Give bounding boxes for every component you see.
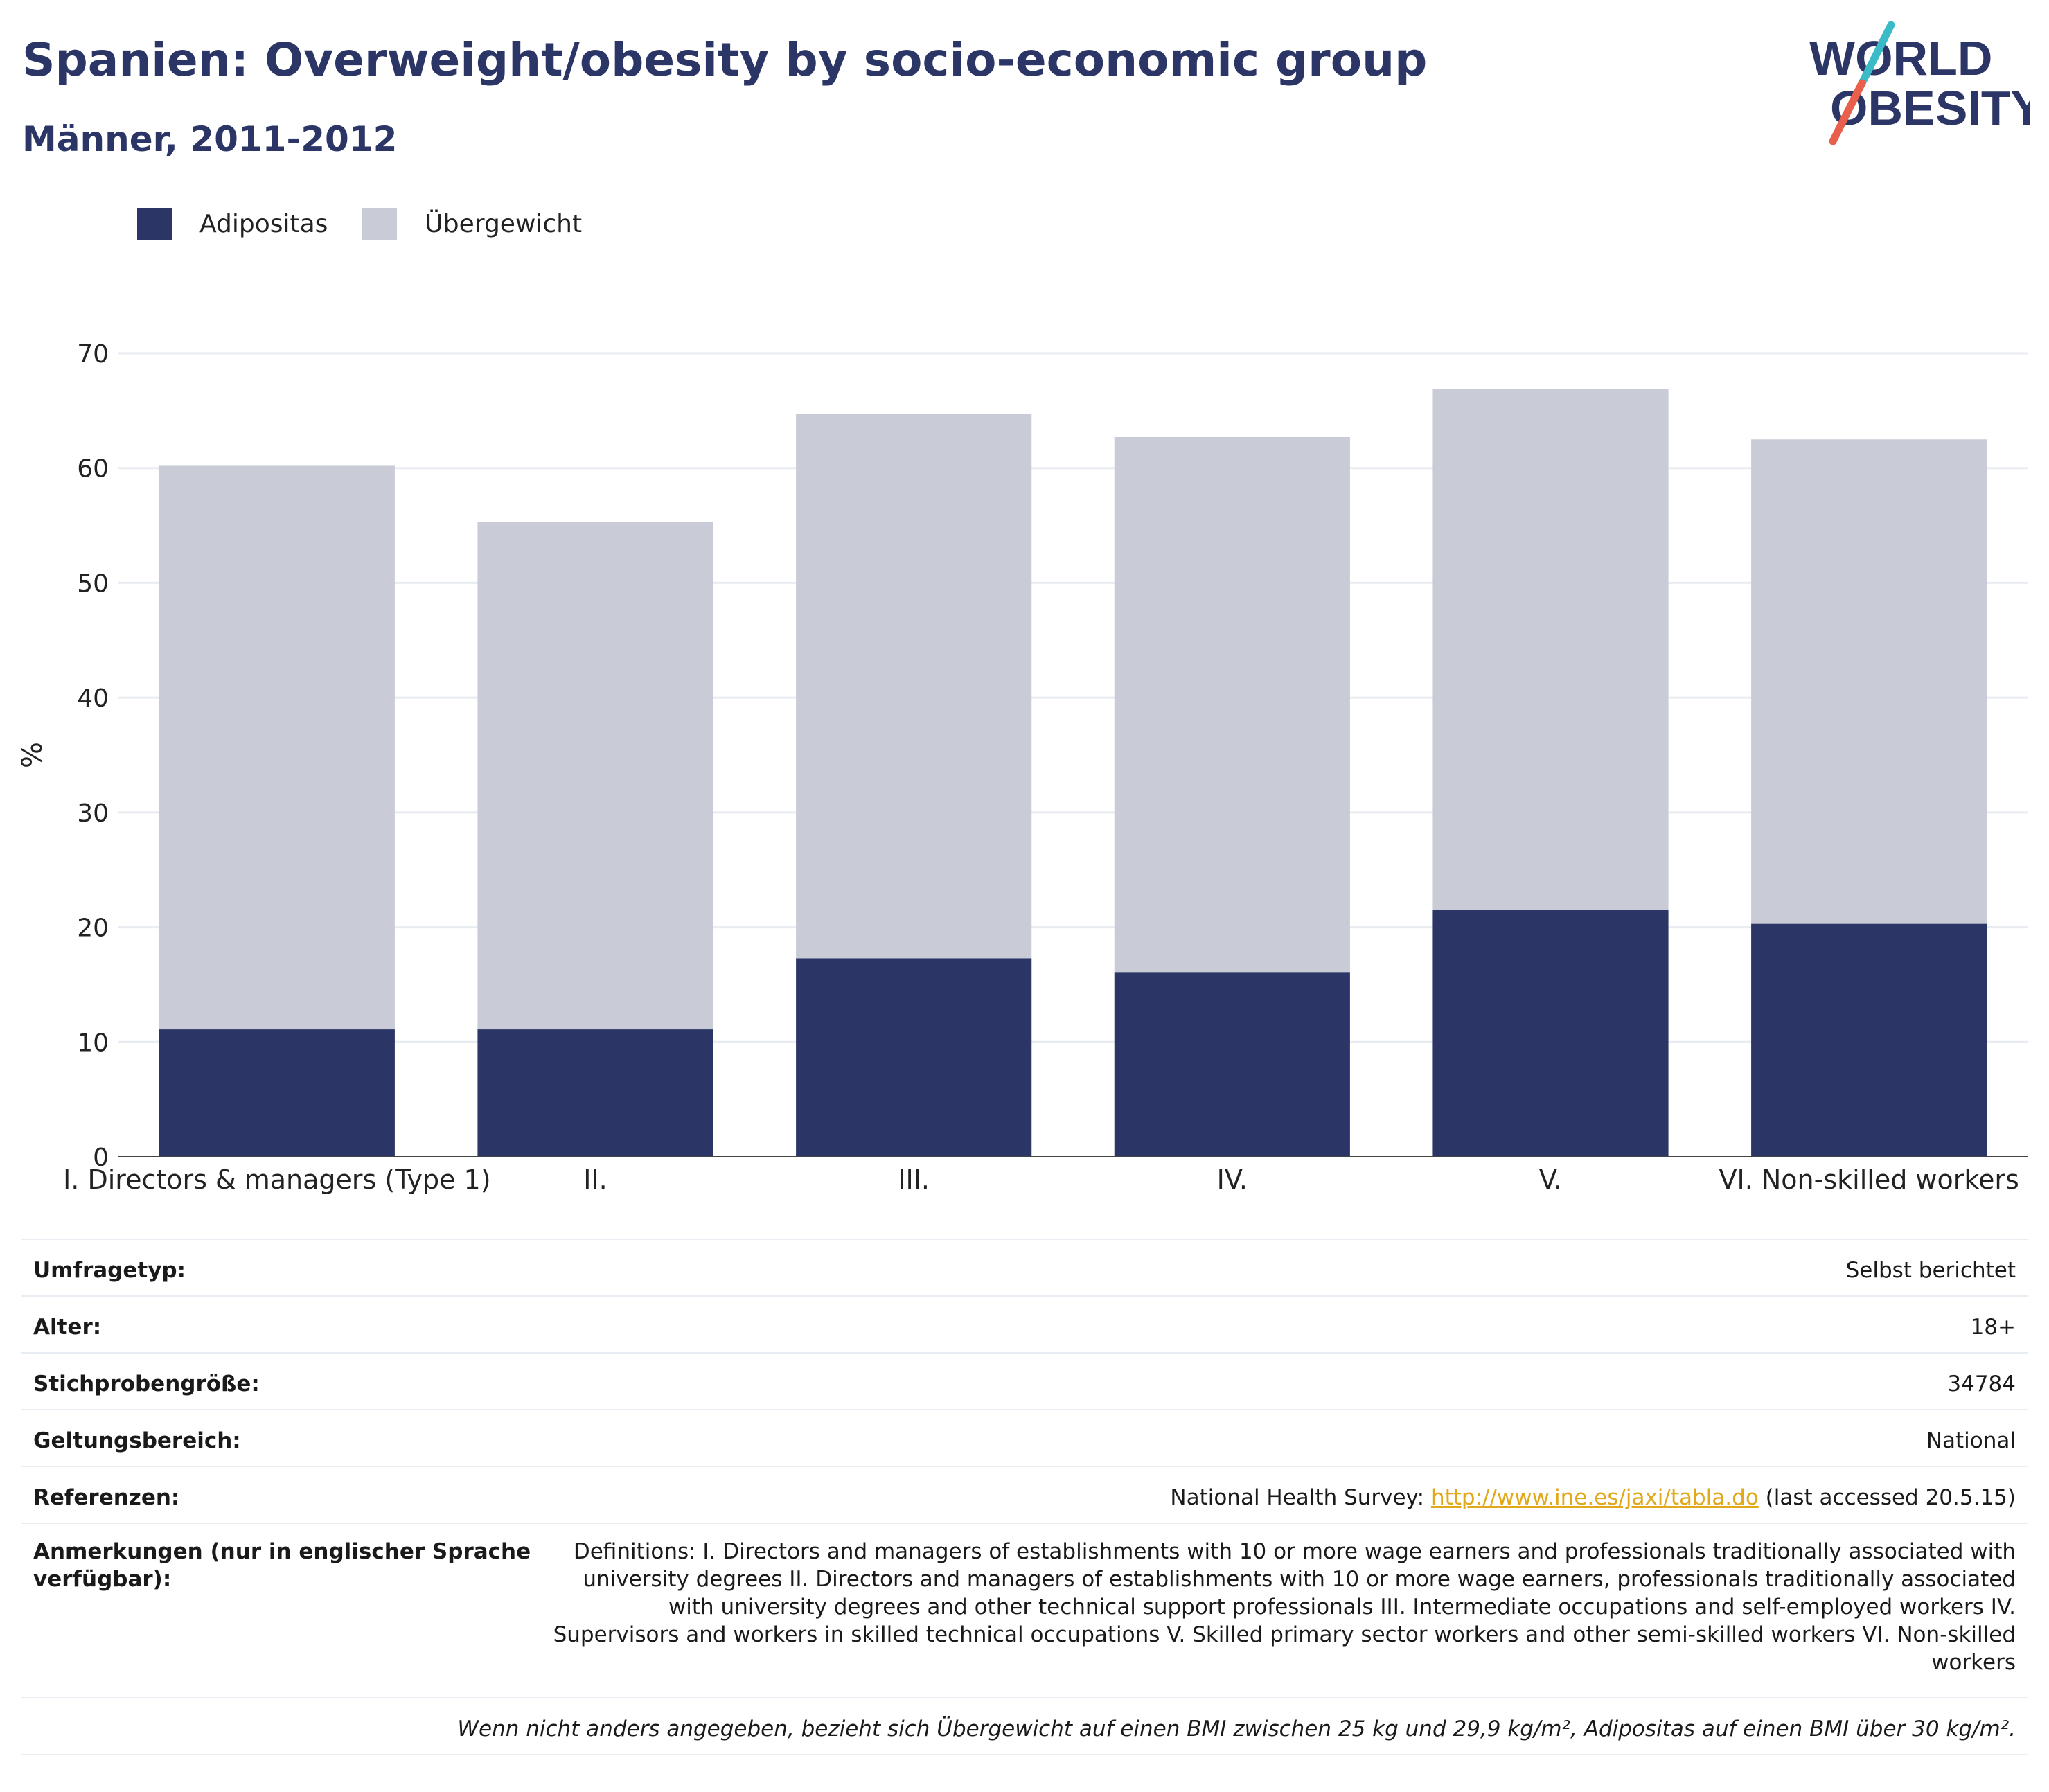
bar-adipositas-1 <box>477 1029 713 1157</box>
bar-adipositas-5 <box>1751 923 1987 1157</box>
axes: 0 10 20 30 40 50 60 70 I. Directors & managers (… <box>17 340 2028 1195</box>
survey-type-label: Umfragetyp: <box>33 1258 186 1283</box>
y-tick-label-60: 60 <box>77 455 109 484</box>
references-value: National Health Survey: http://www.ine.e… <box>1170 1484 2016 1511</box>
metadata-table: Umfragetyp: Selbst berichtet Alter: 18+ … <box>21 1239 2028 1755</box>
grid-lines <box>118 352 2028 1043</box>
references-suffix: (last accessed 20.5.15) <box>1758 1485 2016 1510</box>
meta-row-references: Referenzen: National Health Survey: http… <box>21 1467 2028 1524</box>
age-label: Alter: <box>33 1315 102 1340</box>
meta-row-scope: Geltungsbereich: National <box>21 1410 2028 1467</box>
legend-label-adipositas: Adipositas <box>199 209 328 238</box>
scope-value: National <box>1926 1428 2016 1453</box>
references-link[interactable]: http://www.ine.es/jaxi/tabla.do <box>1430 1485 1759 1510</box>
chart-subtitle: Männer, 2011-2012 <box>22 119 398 159</box>
legend-item-uebergewicht[interactable]: Übergewicht <box>362 208 582 240</box>
x-tick-label-1: II. <box>583 1164 607 1195</box>
legend-swatch-adipositas <box>137 208 172 240</box>
legend-swatch-uebergewicht <box>362 208 398 240</box>
bmi-footnote: Wenn nicht anders angegeben, bezieht sic… <box>457 1716 2016 1741</box>
bar-uebergewicht-3 <box>1114 436 1350 973</box>
x-tick-label-0: I. Directors & managers (Type 1) <box>63 1164 490 1195</box>
x-tick-label-4: V. <box>1539 1164 1562 1195</box>
bars <box>159 389 1987 1157</box>
bar-adipositas-0 <box>159 1029 395 1157</box>
logo-line2: OBESITY <box>1830 81 2030 135</box>
sample-size-label: Stichprobengröße: <box>33 1372 260 1396</box>
y-tick-label-30: 30 <box>77 799 109 828</box>
survey-type-value: Selbst berichtet <box>1845 1258 2016 1283</box>
references-prefix: National Health Survey: <box>1170 1485 1431 1510</box>
logo-slash-bottom <box>1829 79 1866 145</box>
y-tick-label-70: 70 <box>77 340 109 369</box>
meta-row-notes: Anmerkungen (nur in englischer Sprache v… <box>21 1524 2028 1698</box>
x-tick-label-2: III. <box>898 1164 930 1195</box>
bar-adipositas-3 <box>1114 972 1350 1157</box>
bar-uebergewicht-2 <box>796 414 1032 959</box>
age-value: 18+ <box>1970 1315 2016 1340</box>
y-tick-label-0: 0 <box>93 1144 109 1172</box>
x-tick-label-3: IV. <box>1217 1164 1248 1195</box>
x-tick-label-5: VI. Non-skilled workers <box>1719 1164 2019 1195</box>
meta-row-age: Alter: 18+ <box>21 1297 2028 1354</box>
logo-slash-top <box>1858 21 1895 87</box>
scope-label: Geltungsbereich: <box>33 1428 241 1453</box>
world-obesity-logo: WORLD OBESITY <box>1809 21 2030 145</box>
bar-adipositas-4 <box>1432 910 1669 1157</box>
bar-uebergewicht-4 <box>1432 389 1669 910</box>
meta-row-survey-type: Umfragetyp: Selbst berichtet <box>21 1240 2028 1297</box>
meta-row-sample-size: Stichprobengröße: 34784 <box>21 1354 2028 1410</box>
legend-item-adipositas[interactable]: Adipositas <box>137 208 328 240</box>
notes-value: Definitions: I. Directors and managers o… <box>553 1539 2016 1675</box>
bar-uebergewicht-0 <box>159 465 395 1030</box>
meta-row-footnote: Wenn nicht anders angegeben, bezieht sic… <box>21 1698 2028 1755</box>
logo-line1: WORLD <box>1809 31 1992 85</box>
bar-uebergewicht-1 <box>477 522 713 1030</box>
y-tick-label-10: 10 <box>77 1029 109 1057</box>
y-tick-label-50: 50 <box>77 569 109 598</box>
chart-legend: Adipositas Übergewicht <box>137 206 617 241</box>
bar-uebergewicht-5 <box>1751 439 1987 924</box>
references-label: Referenzen: <box>33 1485 180 1510</box>
legend-label-uebergewicht: Übergewicht <box>425 209 583 238</box>
y-tick-label-20: 20 <box>77 914 109 943</box>
sample-size-value: 34784 <box>1947 1372 2016 1396</box>
bar-adipositas-2 <box>796 958 1032 1157</box>
y-tick-label-40: 40 <box>77 684 109 713</box>
chart-title: Spanien: Overweight/obesity by socio-eco… <box>22 33 1428 87</box>
notes-label: Anmerkungen (nur in englischer Sprache v… <box>33 1539 531 1592</box>
stacked-bar-chart: 0 10 20 30 40 50 60 70 I. Directors & managers (… <box>17 340 2028 1195</box>
y-axis-label: % <box>17 742 48 768</box>
